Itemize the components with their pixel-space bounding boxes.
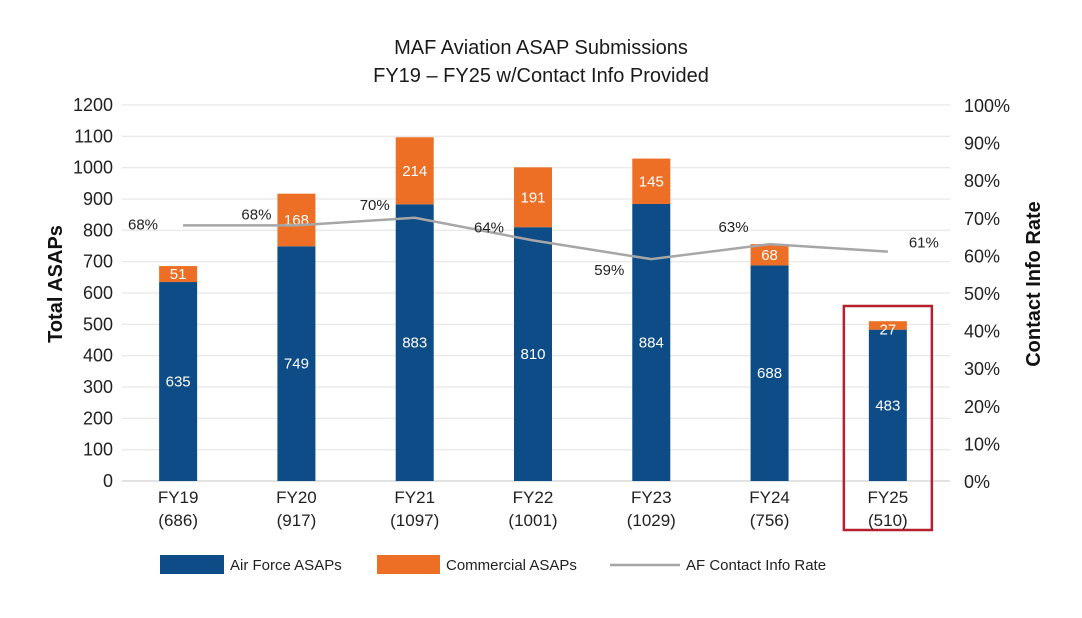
bar-commercial bbox=[159, 266, 198, 283]
y2-tick-label: 80% bbox=[964, 171, 1000, 191]
x-tick-total: (1097) bbox=[390, 511, 439, 530]
data-label-air-force: 884 bbox=[639, 335, 664, 352]
data-label-commercial: 214 bbox=[402, 163, 427, 180]
x-tick-total: (1001) bbox=[508, 511, 557, 530]
bar-air-force bbox=[868, 329, 907, 481]
y2-tick-label: 30% bbox=[964, 359, 1000, 379]
y-axis-right: 0% 10% 20% 30% 40% 50% 60% 70% 80% 90% 100% bbox=[964, 96, 1010, 492]
y-tick-label: 1000 bbox=[73, 158, 113, 178]
legend-label-air-force: Air Force ASAPs bbox=[230, 557, 342, 574]
data-label-air-force: 688 bbox=[757, 365, 782, 382]
x-tick-total: (1029) bbox=[627, 511, 676, 530]
x-tick-label: FY19 bbox=[158, 488, 199, 507]
chart-subtitle: FY19 – FY25 w/Contact Info Provided bbox=[373, 65, 709, 87]
bar-air-force bbox=[159, 282, 198, 481]
bar-air-force bbox=[395, 204, 434, 481]
rate-data-label: 61% bbox=[909, 235, 939, 252]
x-tick-label: FY23 bbox=[631, 488, 672, 507]
y2-tick-label: 20% bbox=[964, 397, 1000, 417]
x-tick-label: FY20 bbox=[276, 488, 317, 507]
y-tick-label: 1200 bbox=[73, 95, 113, 115]
data-label-commercial: 191 bbox=[520, 189, 545, 206]
y-axis-title: Total ASAPs bbox=[45, 225, 67, 343]
rate-data-label: 63% bbox=[719, 219, 749, 236]
x-tick-label: FY25 bbox=[868, 488, 909, 507]
y-tick-label: 600 bbox=[83, 283, 113, 303]
data-label-air-force: 749 bbox=[284, 356, 309, 373]
chart-title: MAF Aviation ASAP Submissions bbox=[394, 37, 688, 59]
y-tick-label: 100 bbox=[83, 440, 113, 460]
bar-commercial bbox=[750, 244, 789, 266]
x-tick-total: (917) bbox=[277, 511, 317, 530]
bar-commercial bbox=[395, 137, 434, 205]
y2-tick-label: 100% bbox=[964, 96, 1010, 116]
highlight-box bbox=[842, 304, 934, 532]
y-tick-label: 0 bbox=[103, 471, 113, 491]
legend-label-commercial: Commercial ASAPs bbox=[446, 557, 577, 574]
rate-data-label: 70% bbox=[360, 197, 390, 214]
rate-data-label: 68% bbox=[241, 206, 271, 223]
bar-air-force bbox=[514, 227, 552, 481]
rate-data-label: 64% bbox=[474, 219, 504, 236]
y2-axis-title: Contact Info Rate bbox=[1023, 201, 1045, 367]
legend: Air Force ASAPs Commercial ASAPs AF Contac… bbox=[160, 555, 826, 574]
bar-commercial bbox=[868, 321, 907, 330]
data-label-air-force: 635 bbox=[166, 374, 191, 391]
data-label-air-force: 810 bbox=[520, 346, 545, 363]
y2-tick-label: 90% bbox=[964, 134, 1000, 154]
y2-tick-label: 70% bbox=[964, 209, 1000, 229]
x-tick-label: FY21 bbox=[394, 488, 435, 507]
y-tick-label: 400 bbox=[83, 346, 113, 366]
x-tick-label: FY24 bbox=[749, 488, 790, 507]
rate-data-label: 68% bbox=[128, 216, 158, 233]
x-tick-total: (756) bbox=[750, 511, 790, 530]
data-label-commercial: 68 bbox=[761, 247, 778, 264]
y2-tick-label: 0% bbox=[964, 472, 990, 492]
y2-tick-label: 50% bbox=[964, 284, 1000, 304]
y-tick-label: 900 bbox=[83, 189, 113, 209]
y2-tick-label: 60% bbox=[964, 246, 1000, 266]
y-axis-left: 0 100 200 300 400 500 600 700 800 900 1000 1100 1200 bbox=[73, 95, 113, 491]
y-tick-label: 300 bbox=[83, 377, 113, 397]
x-tick-total: (510) bbox=[868, 511, 908, 530]
legend-swatch-air-force bbox=[160, 555, 224, 574]
x-tick-label: FY22 bbox=[513, 488, 554, 507]
data-label-air-force: 483 bbox=[875, 397, 900, 414]
bar-air-force bbox=[632, 204, 671, 481]
y-tick-label: 500 bbox=[83, 314, 113, 334]
data-label-commercial: 27 bbox=[880, 322, 897, 339]
bar-commercial bbox=[277, 193, 316, 247]
bar-commercial bbox=[514, 167, 552, 228]
legend-label-rate: AF Contact Info Rate bbox=[686, 557, 826, 574]
bar-air-force bbox=[750, 265, 789, 481]
bar-commercial bbox=[632, 158, 671, 205]
rate-line-path bbox=[183, 216, 888, 261]
bar-air-force bbox=[277, 246, 316, 481]
data-label-air-force: 883 bbox=[402, 335, 427, 352]
data-label-commercial: 145 bbox=[639, 173, 664, 190]
data-label-commercial: 51 bbox=[170, 266, 187, 283]
y-tick-label: 1100 bbox=[74, 126, 113, 146]
y2-tick-label: 40% bbox=[964, 322, 1000, 342]
rate-line: 68% 68% 70% 64% 59% 63% 61% bbox=[128, 197, 939, 279]
y-tick-label: 700 bbox=[83, 252, 113, 272]
legend-swatch-commercial bbox=[377, 555, 440, 574]
rate-data-label: 59% bbox=[594, 262, 624, 279]
y2-tick-label: 10% bbox=[964, 434, 1000, 454]
y-tick-label: 200 bbox=[83, 408, 113, 428]
y-tick-label: 800 bbox=[83, 220, 113, 240]
x-tick-total: (686) bbox=[158, 511, 198, 530]
x-axis: FY19 (686) FY20 (917) FY21 (1097) FY22 (1001) FY… bbox=[158, 488, 908, 530]
